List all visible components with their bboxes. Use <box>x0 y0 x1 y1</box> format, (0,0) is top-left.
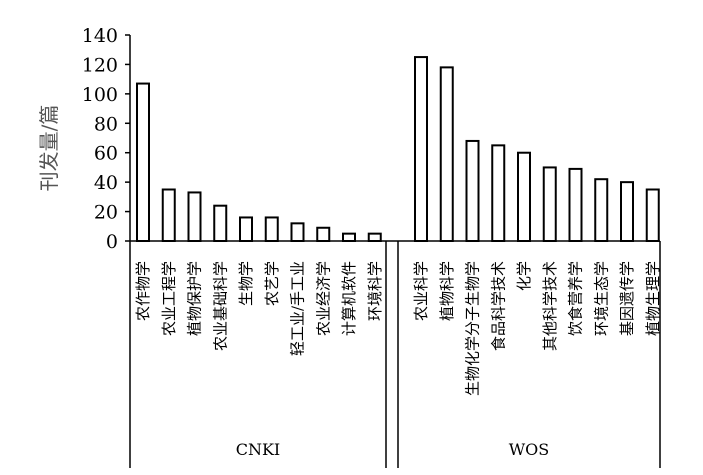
bar-cnki-4 <box>239 216 253 242</box>
y-tick-label: 0 <box>106 231 118 253</box>
bar-cnki-6 <box>290 222 305 242</box>
category-label: 其他科学技术 <box>541 261 559 351</box>
bar-cnki-8 <box>342 232 356 242</box>
y-tick-label: 60 <box>94 143 118 165</box>
category-label: 农作物学 <box>134 261 152 321</box>
bar-cnki-1 <box>161 188 176 242</box>
category-label: 生物学 <box>237 261 255 306</box>
category-label: 计算机软件 <box>340 261 358 336</box>
category-label: 环境生态学 <box>592 261 610 336</box>
bar-wos-2 <box>465 139 480 242</box>
category-labels: 农作物学 农业工程学 植物保护学 农业基础科学 生物学 农艺学 轻工业/手工业 农业经济学 计算… <box>134 261 662 396</box>
bar-wos-6 <box>568 167 583 242</box>
category-label: 植物生理学 <box>644 261 662 336</box>
category-label: 化学 <box>515 261 533 291</box>
bar-wos-9 <box>645 188 660 242</box>
bar-wos-1 <box>439 66 454 242</box>
bar-wos-5 <box>542 166 557 242</box>
bar-wos-4 <box>517 151 531 242</box>
y-tick-label: 120 <box>82 54 118 76</box>
bar-wos-8 <box>620 181 634 242</box>
category-label: 生物化学分子生物学 <box>464 261 482 396</box>
category-label: 轻工业/手工业 <box>289 261 307 356</box>
y-tick-label: 140 <box>82 25 118 47</box>
y-axis: 0 20 40 60 80 100 120 140 <box>82 25 661 468</box>
bar-cnki-7 <box>316 226 331 242</box>
group-label-wos: WOS <box>509 440 550 459</box>
bar-wos-3 <box>491 144 506 243</box>
bar-cnki-0 <box>136 82 150 242</box>
y-tick-label: 20 <box>94 202 118 224</box>
bars <box>136 56 660 243</box>
bar-cnki-5 <box>264 216 279 242</box>
y-axis-label: 刊发量/篇 <box>37 105 61 192</box>
category-label: 食品科学技术 <box>489 261 507 351</box>
category-label: 农业经济学 <box>314 261 332 336</box>
bar-cnki-3 <box>213 204 228 242</box>
category-label: 农业科学 <box>412 261 430 321</box>
bar-cnki-9 <box>367 232 382 242</box>
bar-wos-7 <box>594 178 609 242</box>
category-label: 环境科学 <box>366 261 384 321</box>
y-tick-label: 80 <box>94 113 118 135</box>
group-labels: CNKI WOS <box>236 440 550 459</box>
y-tick-label: 40 <box>94 172 118 194</box>
category-label: 农艺学 <box>263 261 281 306</box>
category-label: 植物科学 <box>438 261 456 321</box>
bar-cnki-2 <box>187 191 202 242</box>
category-label: 基因遗传学 <box>618 261 636 336</box>
category-label: 饮食营养学 <box>567 261 585 336</box>
group-label-cnki: CNKI <box>236 440 281 459</box>
category-label: 农业工程学 <box>160 261 178 336</box>
y-tick-label: 100 <box>82 84 118 106</box>
category-label: 植物保护学 <box>186 261 204 336</box>
category-label: 农业基础科学 <box>211 261 229 351</box>
bar-wos-0 <box>414 56 428 243</box>
